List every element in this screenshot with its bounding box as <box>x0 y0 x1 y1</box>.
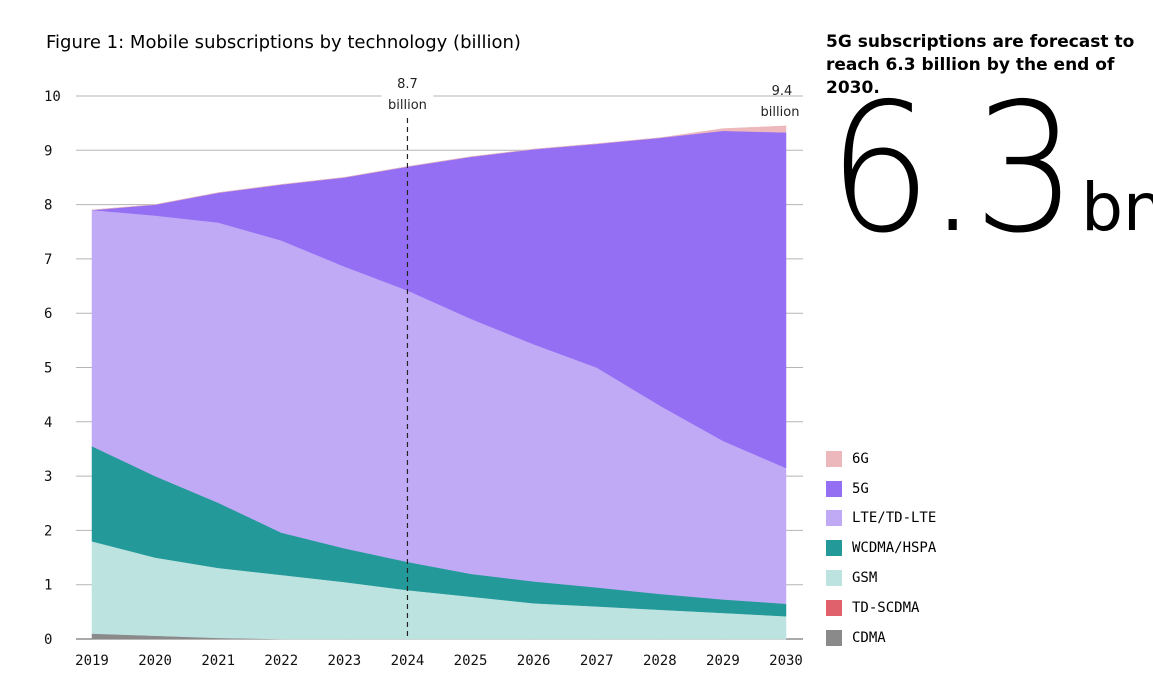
legend-swatch <box>826 570 842 587</box>
annotations: 8.7 billion 9.4 billion <box>381 72 799 639</box>
legend-label: WCDMA/HSPA <box>852 540 937 557</box>
x-tick-label: 2025 <box>454 653 488 669</box>
y-tick-label: 8 <box>44 198 52 214</box>
stacked-areas <box>91 125 787 640</box>
y-tick-label: 2 <box>44 523 52 539</box>
legend-swatch <box>826 480 842 497</box>
x-tick-label: 2030 <box>769 653 803 669</box>
x-tick-label: 2021 <box>201 653 235 669</box>
legend-swatch <box>826 540 842 557</box>
x-tick-label: 2020 <box>138 653 172 669</box>
legend-item: LTE/TD-LTE <box>826 504 936 534</box>
big-stat: 6.3 bn <box>828 80 1153 258</box>
legend-item: 5G <box>826 474 936 504</box>
legend-label: CDMA <box>852 629 886 646</box>
annotation-value-2024: 8.7 <box>397 77 418 92</box>
y-tick-label: 5 <box>44 361 52 377</box>
legend-swatch <box>826 450 842 467</box>
forecast-headline: 5G subscriptions are forecast to reach 6… <box>826 32 1135 98</box>
x-tick-label: 2019 <box>75 653 109 669</box>
y-tick-label: 1 <box>44 578 52 594</box>
legend-item: CDMA <box>826 623 936 653</box>
y-axis-ticks: 0 1 2 3 4 5 6 7 8 9 10 <box>44 89 61 648</box>
y-tick-label: 3 <box>44 469 52 485</box>
x-tick-label: 2024 <box>391 653 425 669</box>
x-tick-label: 2027 <box>580 653 614 669</box>
x-tick-label: 2023 <box>328 653 362 669</box>
legend-item: GSM <box>826 563 936 593</box>
legend-swatch <box>826 629 842 646</box>
legend-swatch <box>826 599 842 616</box>
y-tick-label: 6 <box>44 306 52 322</box>
legend-item: 6G <box>826 444 936 474</box>
annotation-bg <box>381 72 434 114</box>
legend-swatch <box>826 510 842 527</box>
legend-label: LTE/TD-LTE <box>852 510 937 527</box>
y-tick-label: 10 <box>44 89 61 105</box>
annotation-unit-2030: billion <box>761 105 800 120</box>
y-tick-label: 9 <box>44 143 52 159</box>
x-axis-ticks: 2019 2020 2021 2022 2023 2024 2025 2026 2027 2028… <box>75 653 803 669</box>
area-6g <box>91 125 787 211</box>
x-tick-label: 2026 <box>517 653 551 669</box>
legend-label: GSM <box>852 570 878 587</box>
legend-label: 6G <box>852 450 869 467</box>
legend-item: TD-SCDMA <box>826 593 936 623</box>
y-tick-label: 0 <box>44 632 52 648</box>
legend-item: WCDMA/HSPA <box>826 533 936 563</box>
x-tick-label: 2029 <box>706 653 740 669</box>
big-stat-unit: bn <box>1081 169 1153 246</box>
legend-label: TD-SCDMA <box>852 599 920 616</box>
x-tick-label: 2022 <box>264 653 298 669</box>
y-tick-label: 4 <box>44 415 52 431</box>
legend: 6G 5G LTE/TD-LTE WCDMA/HSPA GSM TD-SCDMA CDMA <box>826 444 936 653</box>
y-tick-label: 7 <box>44 252 52 268</box>
annotation-value-2030: 9.4 <box>772 84 793 99</box>
x-tick-label: 2028 <box>643 653 677 669</box>
big-stat-number: 6.3 <box>828 65 1077 272</box>
legend-label: 5G <box>852 480 869 497</box>
chart-title: Figure 1: Mobile subscriptions by techno… <box>46 32 521 53</box>
annotation-unit-2024: billion <box>388 98 427 113</box>
